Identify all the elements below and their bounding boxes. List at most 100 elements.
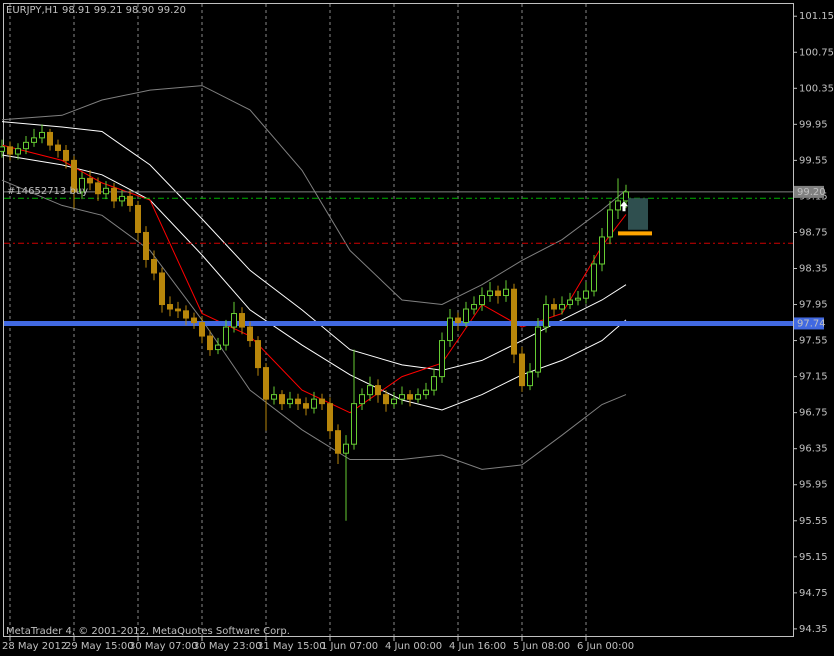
- candle-body: [87, 177, 93, 184]
- candle-body: [455, 317, 461, 324]
- candle-body: [535, 326, 541, 373]
- candle-body: [55, 144, 61, 151]
- candle-body: [391, 398, 397, 405]
- candle-body: [71, 159, 77, 193]
- x-tick-label: 28 May 2012: [2, 641, 67, 652]
- candle-body: [335, 430, 341, 454]
- candle-body: [159, 272, 165, 306]
- candle-body: [495, 290, 501, 297]
- y-tick-label: 94.75: [799, 588, 828, 599]
- candle-body: [591, 263, 597, 292]
- y-tick-label: 101.15: [799, 11, 834, 22]
- x-tick-label: 4 Jun 00:00: [385, 641, 442, 652]
- y-tick-label: 98.35: [799, 263, 828, 274]
- candle-body: [191, 317, 197, 324]
- candle-body: [63, 149, 69, 161]
- level-box: [794, 317, 824, 330]
- candle-body: [431, 376, 437, 391]
- candle-body: [127, 195, 133, 206]
- x-tick-label: 30 May 23:00: [193, 641, 262, 652]
- candle-body: [151, 258, 157, 274]
- candle-body: [47, 131, 53, 146]
- candle-body: [223, 326, 229, 346]
- candle-body: [255, 340, 261, 369]
- level-label: 99.20: [797, 187, 826, 198]
- indicator-line: [1, 179, 627, 470]
- candle-body: [111, 187, 117, 202]
- y-tick-label: 97.15: [799, 372, 828, 383]
- candle-body: [439, 340, 445, 378]
- candle-body: [527, 371, 533, 387]
- candle-body: [511, 288, 517, 355]
- candle-body: [295, 398, 301, 405]
- candle-body: [575, 297, 581, 301]
- candle-body: [239, 313, 245, 328]
- candle-body: [15, 148, 21, 155]
- candle-body: [247, 326, 253, 342]
- chart-title: EURJPY,H1: [6, 5, 59, 16]
- y-tick-label: 99.95: [799, 119, 828, 130]
- x-tick-label: 6 Jun 00:00: [577, 641, 634, 652]
- header-values: 98.91 99.21 98.90 99.20: [62, 5, 186, 16]
- candle-body: [303, 403, 309, 409]
- plot-area: [0, 4, 793, 636]
- y-tick-label: 95.95: [799, 480, 828, 491]
- candle-body: [175, 308, 181, 312]
- candle-body: [559, 304, 565, 310]
- candle-body: [503, 288, 509, 297]
- candle-body: [463, 308, 469, 324]
- level-label: 97.74: [797, 318, 826, 329]
- candle-body: [327, 403, 333, 432]
- candle-body: [407, 394, 413, 400]
- candle-body: [543, 304, 549, 328]
- candle-body: [95, 182, 101, 195]
- order-label: #14652713 buy: [7, 186, 88, 197]
- candle-body: [135, 204, 141, 233]
- y-tick-label: 100.75: [799, 47, 834, 58]
- candle-body: [367, 385, 373, 396]
- y-tick-label: 99.55: [799, 155, 828, 166]
- candle-body: [599, 236, 605, 265]
- candle-body: [343, 443, 349, 454]
- y-tick-label: 96.75: [799, 408, 828, 419]
- candle-body: [479, 295, 485, 306]
- candle-body: [311, 398, 317, 409]
- x-tick-label: 1 Jun 07:00: [321, 641, 378, 652]
- candle-body: [607, 209, 613, 238]
- footer: MetaTrader 4, © 2001-2012, MetaQuotes So…: [6, 626, 290, 637]
- candle-body: [471, 304, 477, 310]
- candle-body: [567, 299, 573, 306]
- y-tick-label: 98.75: [799, 227, 828, 238]
- candle-body: [263, 367, 269, 400]
- plot-frame: [3, 3, 794, 637]
- candle-body: [167, 304, 173, 310]
- candle-body: [423, 389, 429, 396]
- candle-body: [7, 146, 13, 155]
- candle-body: [215, 344, 221, 351]
- candle-body: [623, 191, 629, 202]
- candle-body: [351, 403, 357, 445]
- candle-body: [0, 146, 5, 152]
- y-tick-label: 95.15: [799, 552, 828, 563]
- object-rectangle: [628, 198, 648, 230]
- candle-body: [375, 385, 381, 396]
- candle-body: [583, 290, 589, 299]
- candle-body: [39, 131, 45, 139]
- indicator-line: [1, 154, 627, 411]
- candle-body: [383, 394, 389, 405]
- candle-body: [447, 317, 453, 342]
- candle-body: [119, 195, 125, 202]
- x-tick-label: 5 Jun 08:00: [513, 641, 570, 652]
- x-tick-label: 29 May 15:00: [65, 641, 134, 652]
- x-tick-label: 4 Jun 16:00: [449, 641, 506, 652]
- x-tick-label: 30 May 07:00: [129, 641, 198, 652]
- candle-body: [199, 322, 205, 337]
- candle-body: [31, 137, 37, 143]
- candle-body: [103, 187, 109, 195]
- y-tick-label: 97.95: [799, 300, 828, 311]
- y-tick-label: 100.35: [799, 83, 834, 94]
- candle-body: [231, 313, 237, 328]
- candle-body: [143, 231, 149, 260]
- y-tick-label: 97.55: [799, 336, 828, 347]
